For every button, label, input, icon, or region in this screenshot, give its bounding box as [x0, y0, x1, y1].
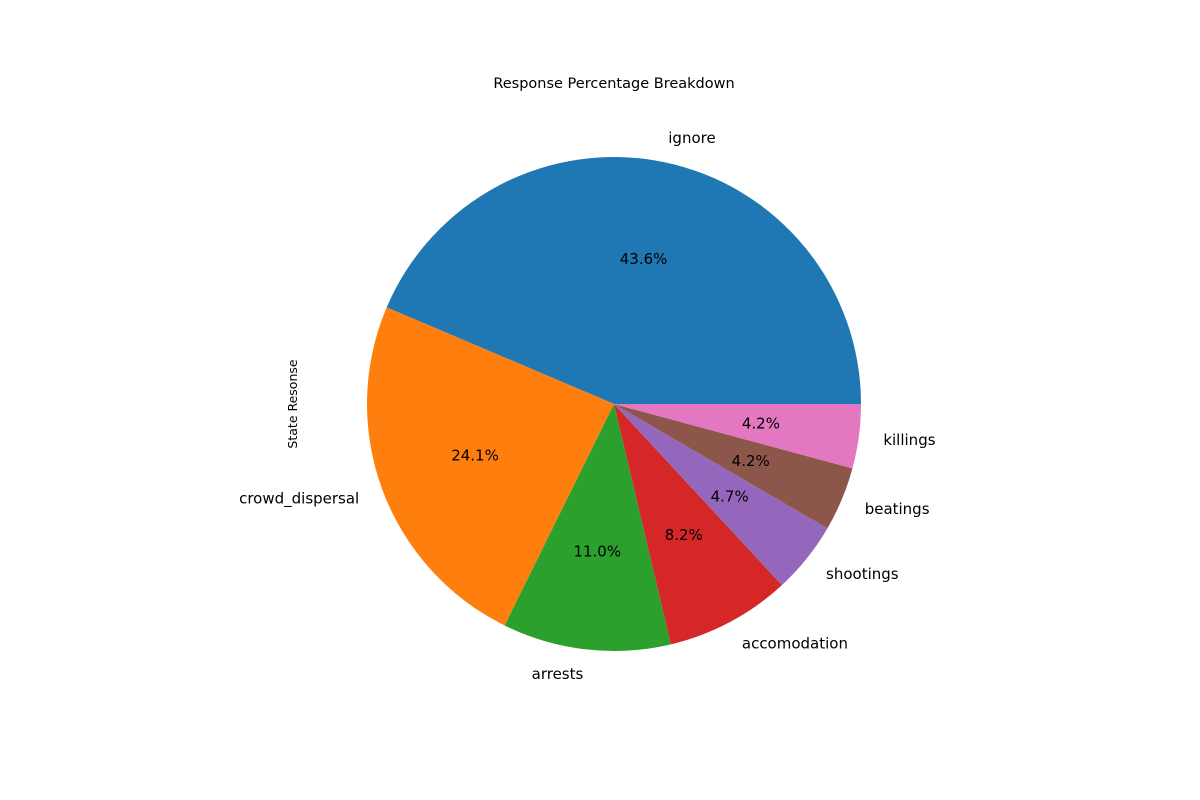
chart-title: Response Percentage Breakdown: [493, 76, 734, 92]
pct-label-killings: 4.2%: [742, 415, 780, 433]
slice-label-ignore: ignore: [668, 129, 715, 147]
slice-label-crowd-dispersal: crowd_dispersal: [239, 489, 359, 508]
slice-label-beatings: beatings: [865, 500, 930, 518]
pct-label-crowd-dispersal: 24.1%: [451, 447, 499, 465]
pct-label-arrests: 11.0%: [573, 542, 621, 560]
pct-label-ignore: 43.6%: [620, 250, 668, 268]
pie-slices: [367, 157, 861, 651]
pct-label-shootings: 4.7%: [711, 488, 749, 506]
y-axis-label: State Resonse: [285, 359, 300, 448]
slice-label-accomodation: accomodation: [742, 635, 848, 653]
slice-label-killings: killings: [883, 431, 935, 449]
pct-label-beatings: 4.2%: [732, 452, 770, 470]
pct-label-accomodation: 8.2%: [665, 526, 703, 544]
slice-label-arrests: arrests: [532, 665, 584, 683]
slice-label-shootings: shootings: [826, 565, 899, 583]
